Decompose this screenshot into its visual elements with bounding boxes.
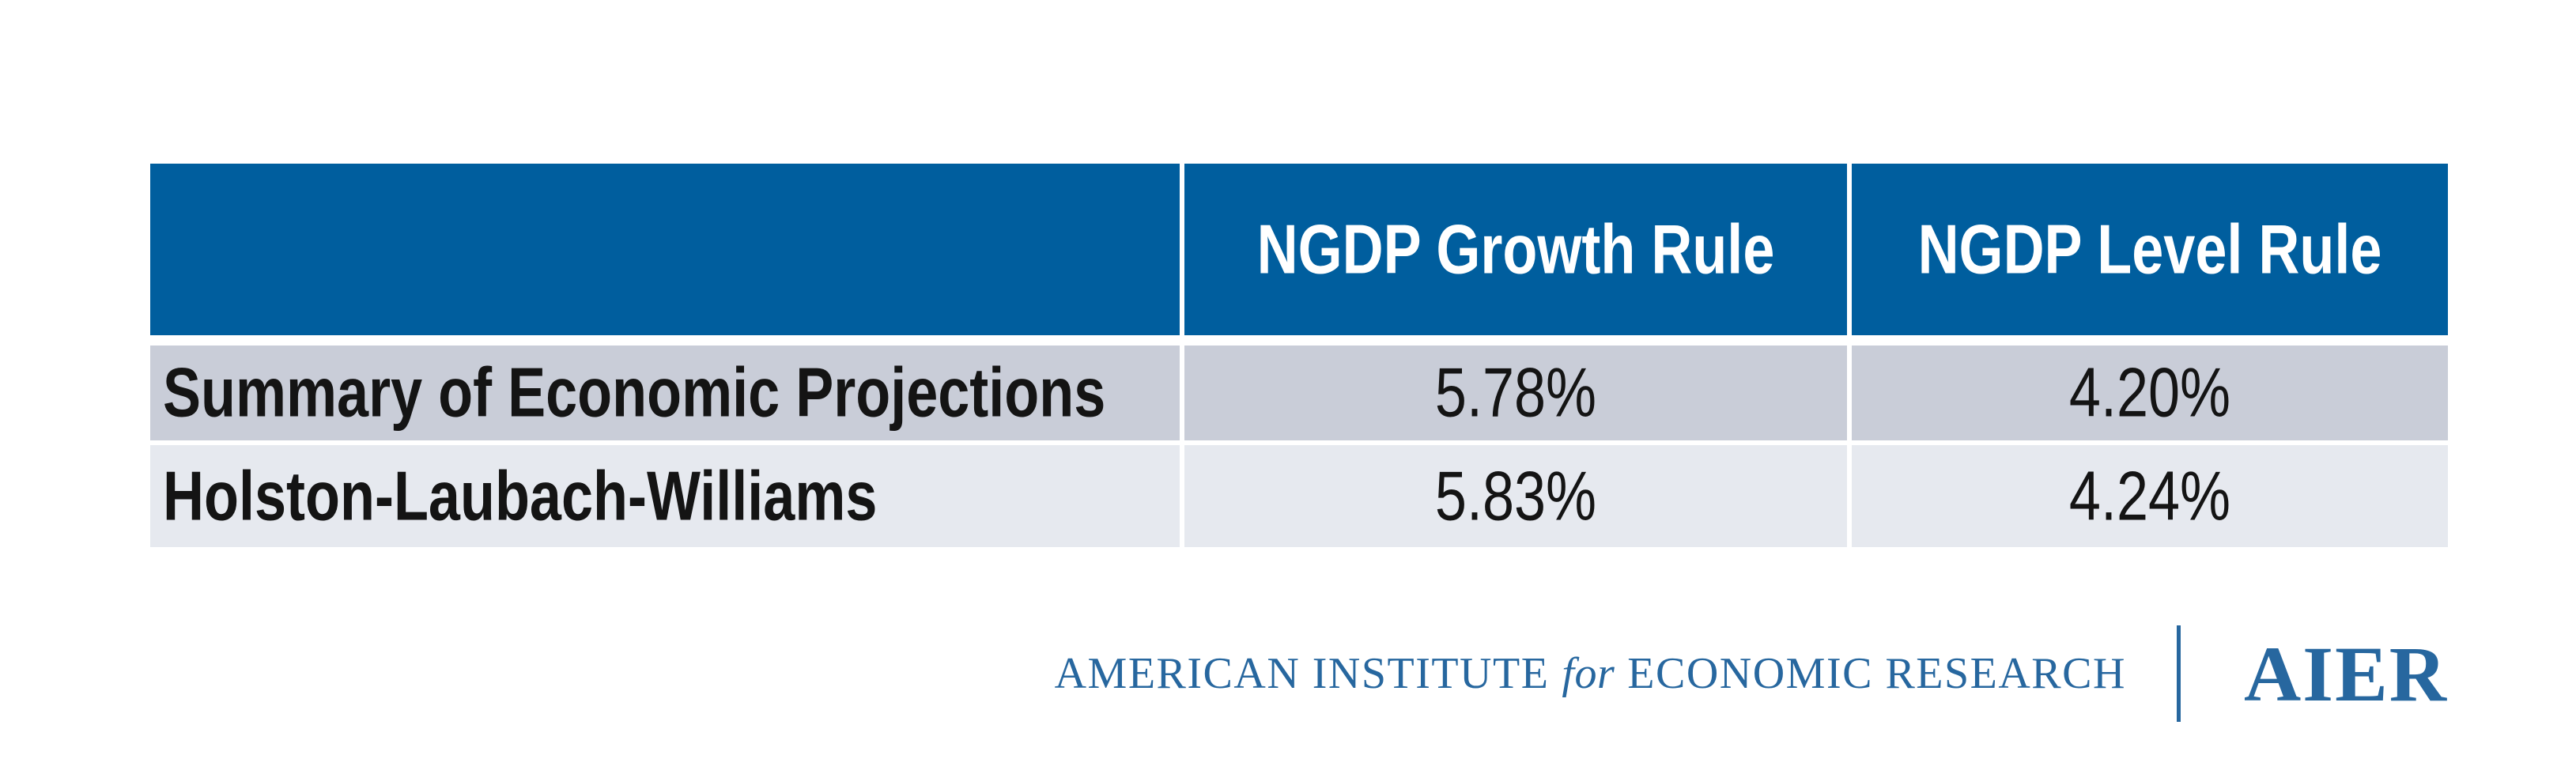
value-hlw-level: 4.24% [2068,457,2231,535]
row-label-sep: Summary of Economic Projections [163,354,1106,432]
row-label-hlw: Holston-Laubach-Williams [163,457,878,535]
aier-logo-wordmark: AIER [2243,629,2448,718]
aier-org-name: AMERICAN INSTITUTE for ECONOMIC RESEARCH [1055,648,2126,699]
value-sep-growth: 5.78% [1434,354,1597,432]
table-cell-sep-level: 4.20% [1852,346,2448,440]
table-header-level-rule-label: NGDP Level Rule [1917,210,2382,289]
aier-brand-footer: AMERICAN INSTITUTE for ECONOMIC RESEARCH A… [1055,617,2448,731]
value-hlw-growth: 5.83% [1434,457,1597,535]
aier-org-name-suffix: ECONOMIC RESEARCH [1627,649,2126,698]
table-header-growth-rule: NGDP Growth Rule [1184,164,1847,335]
table-header-blank [150,164,1180,335]
ngdp-rules-table: NGDP Growth Rule NGDP Level Rule Summary… [150,164,2448,547]
table-row-hlw-label-cell: Holston-Laubach-Williams [150,445,1180,547]
table-row-sep-label-cell: Summary of Economic Projections [150,346,1180,440]
table-cell-hlw-growth: 5.83% [1184,445,1847,547]
aier-org-name-prefix: AMERICAN INSTITUTE [1054,649,1550,698]
brand-divider-bar [2176,625,2181,722]
aier-org-name-for: for [1562,649,1615,698]
table-header-growth-rule-label: NGDP Growth Rule [1256,210,1775,289]
table-cell-hlw-level: 4.24% [1852,445,2448,547]
value-sep-level: 4.20% [2068,354,2231,432]
table-cell-sep-growth: 5.78% [1184,346,1847,440]
table-header-level-rule: NGDP Level Rule [1852,164,2448,335]
